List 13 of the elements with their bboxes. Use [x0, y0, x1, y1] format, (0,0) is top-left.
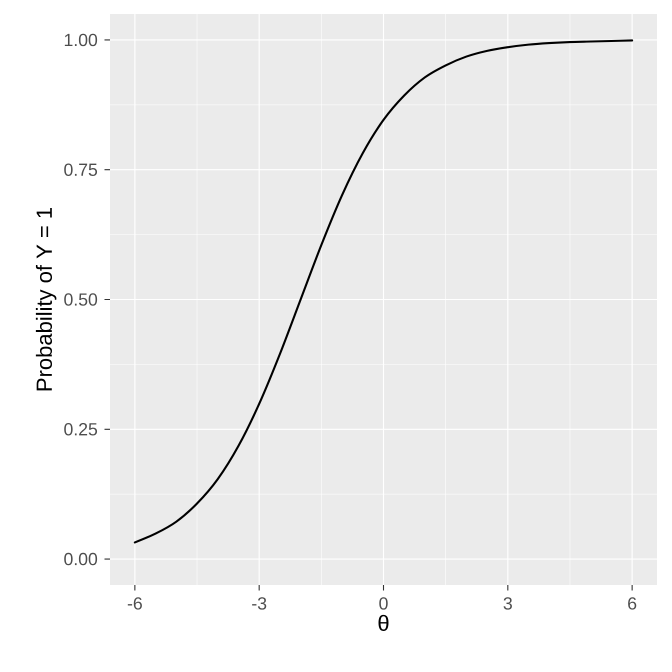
x-tick-label: -6 [128, 597, 142, 610]
y-axis-title: Probability of Y = 1 [36, 208, 56, 390]
x-tick-label: 3 [504, 597, 512, 610]
x-tick-label: 0 [379, 597, 388, 610]
y-tick-label: 1.00 [64, 34, 98, 46]
y-tick-label: 0.00 [64, 552, 98, 566]
x-tick-label: -3 [252, 597, 266, 610]
y-tick-label: 0.25 [64, 423, 98, 436]
line-series [134, 39, 634, 544]
y-tick-label: 0.75 [64, 163, 98, 176]
y-tick-label: 0.50 [64, 293, 98, 306]
x-axis-title: θ [378, 614, 388, 631]
x-tick-label: 6 [628, 597, 636, 610]
